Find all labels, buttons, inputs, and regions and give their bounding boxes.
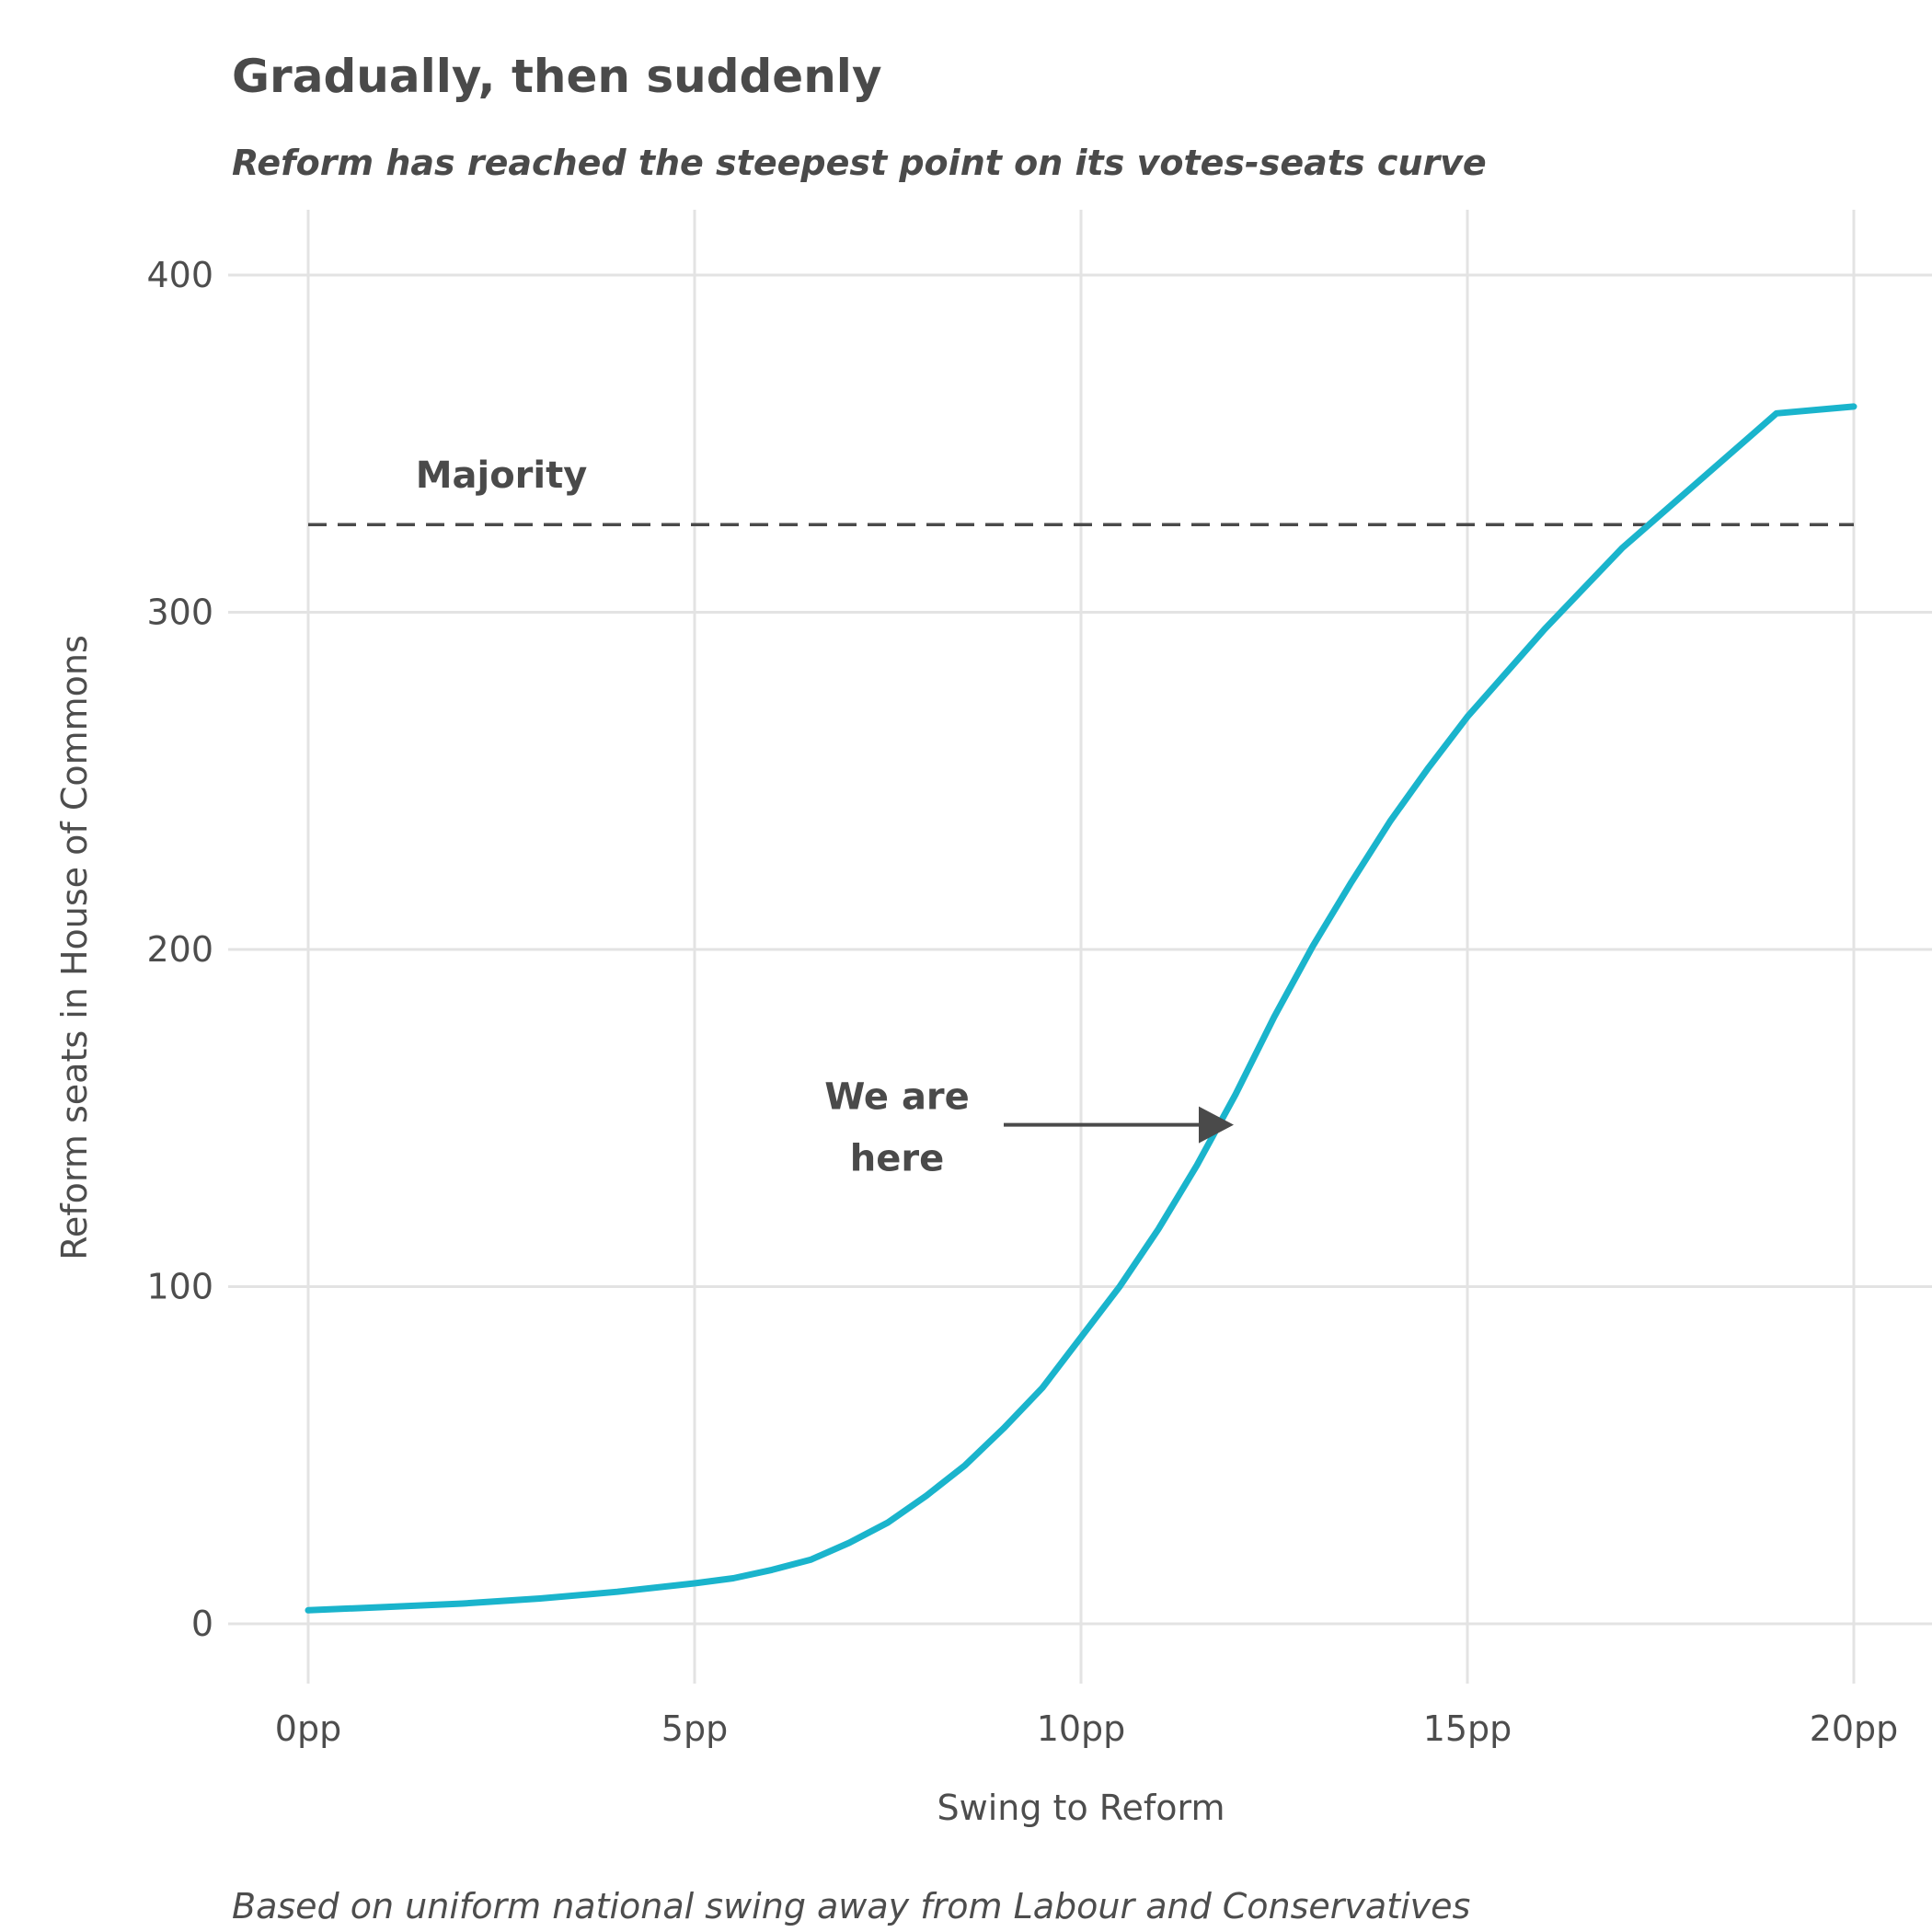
x-axis-ticks: 0pp 5pp 10pp 15pp 20pp: [275, 1708, 1899, 1749]
annotation-text-line1: We are: [824, 1076, 970, 1119]
annotation-arrow-head: [1199, 1106, 1234, 1144]
y-axis-ticks: 0 100 200 300 400: [146, 255, 213, 1644]
y-tick-label: 400: [146, 255, 213, 295]
x-tick-label: 20pp: [1810, 1708, 1899, 1749]
chart-subtitle: Reform has reached the steepest point on…: [232, 143, 1487, 183]
x-tick-label: 10pp: [1037, 1708, 1126, 1749]
y-tick-label: 100: [146, 1267, 213, 1307]
majority-label: Majority: [416, 454, 588, 497]
x-axis-label: Swing to Reform: [937, 1788, 1225, 1828]
seats-curve: [305, 403, 1857, 1614]
y-tick-label: 200: [146, 929, 213, 970]
chart-caption: Based on uniform national swing away fro…: [232, 1886, 1470, 1926]
grid: [228, 210, 1932, 1684]
y-tick-label: 300: [146, 592, 213, 633]
x-tick-label: 5pp: [661, 1708, 728, 1749]
x-tick-label: 15pp: [1423, 1708, 1512, 1749]
annotation-text-line2: here: [850, 1138, 944, 1180]
chart-title: Gradually, then suddenly: [232, 50, 882, 103]
y-axis-label: Reform seats in House of Commons: [54, 635, 95, 1260]
x-tick-label: 0pp: [275, 1708, 341, 1749]
y-tick-label: 0: [191, 1604, 213, 1644]
